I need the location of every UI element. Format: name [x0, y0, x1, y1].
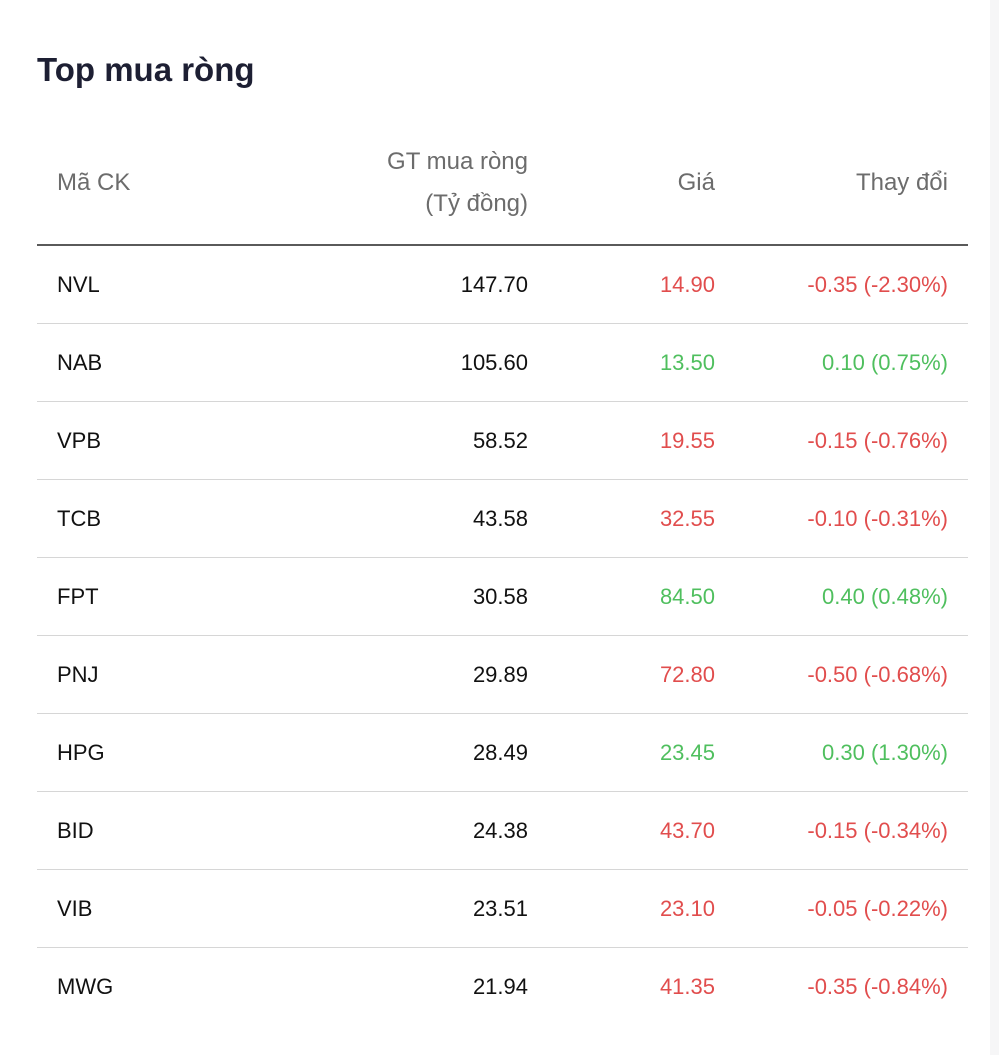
price: 14.90 [659, 272, 715, 297]
table-header: Mã CK GT mua ròng (Tỷ đồng) Giá Thay đổi [37, 120, 968, 246]
price-change: -0.15 (-0.76%) [807, 428, 948, 453]
table-row[interactable]: TCB 43.58 32.55 -0.10 (-0.31%) [37, 480, 968, 558]
price-change: -0.15 (-0.34%) [807, 818, 948, 843]
stock-code[interactable]: FPT [57, 584, 99, 609]
price-change: 0.10 (0.75%) [822, 350, 948, 375]
table-row[interactable]: VPB 58.52 19.55 -0.15 (-0.76%) [37, 402, 968, 480]
price-change: -0.35 (-0.84%) [807, 974, 948, 999]
price: 41.35 [659, 974, 715, 999]
net-buy-value: 105.60 [460, 350, 528, 375]
net-buy-value: 28.49 [472, 740, 528, 765]
price-change: -0.50 (-0.68%) [807, 662, 948, 687]
price: 23.45 [659, 740, 715, 765]
price-change: 0.30 (1.30%) [822, 740, 948, 765]
net-buy-value: 23.51 [472, 896, 528, 921]
net-buy-value: 58.52 [472, 428, 528, 453]
column-header-net-value: GT mua ròng (Tỷ đồng) [387, 141, 528, 225]
stock-code[interactable]: NAB [57, 350, 103, 375]
stock-code[interactable]: PNJ [57, 662, 99, 687]
price: 23.10 [659, 896, 715, 921]
stock-code[interactable]: MWG [57, 974, 114, 999]
table-row[interactable]: VIB 23.51 23.10 -0.05 (-0.22%) [37, 870, 968, 948]
column-header-net-value-line2: (Tỷ đồng) [425, 190, 528, 217]
column-header-code: Mã CK [57, 169, 131, 196]
table-row[interactable]: HPG 28.49 23.45 0.30 (1.30%) [37, 714, 968, 792]
price: 19.55 [659, 428, 715, 453]
column-header-net-value-line1: GT mua ròng [387, 148, 528, 175]
page-title: Top mua ròng [37, 51, 255, 88]
net-buy-value: 30.58 [472, 584, 528, 609]
stock-code[interactable]: BID [57, 818, 94, 843]
table-row[interactable]: NAB 105.60 13.50 0.10 (0.75%) [37, 324, 968, 402]
table-row[interactable]: MWG 21.94 41.35 -0.35 (-0.84%) [37, 948, 968, 1026]
table-row[interactable]: NVL 147.70 14.90 -0.35 (-2.30%) [37, 246, 968, 324]
stock-code[interactable]: VIB [57, 896, 93, 921]
price-change: -0.35 (-2.30%) [807, 272, 948, 297]
net-buy-value: 43.58 [472, 506, 528, 531]
net-buy-value: 21.94 [472, 974, 528, 999]
price: 84.50 [659, 584, 715, 609]
column-header-change: Thay đổi [855, 169, 948, 196]
price-change: -0.10 (-0.31%) [807, 506, 948, 531]
stock-code[interactable]: TCB [57, 506, 101, 531]
table-row[interactable]: BID 24.38 43.70 -0.15 (-0.34%) [37, 792, 968, 870]
stock-code[interactable]: HPG [57, 740, 105, 765]
price: 72.80 [659, 662, 715, 687]
price-change: -0.05 (-0.22%) [807, 896, 948, 921]
table-row[interactable]: PNJ 29.89 72.80 -0.50 (-0.68%) [37, 636, 968, 714]
net-buy-value: 24.38 [472, 818, 528, 843]
net-buy-value: 147.70 [460, 272, 528, 297]
stock-code[interactable]: NVL [57, 272, 100, 297]
price-change: 0.40 (0.48%) [822, 584, 948, 609]
stock-code[interactable]: VPB [57, 428, 102, 453]
scrollbar-track[interactable] [990, 0, 999, 1055]
price: 32.55 [659, 506, 715, 531]
table-row[interactable]: FPT 30.58 84.50 0.40 (0.48%) [37, 558, 968, 636]
column-header-price: Giá [677, 169, 715, 196]
table-body: NVL 147.70 14.90 -0.35 (-2.30%) NAB 105.… [37, 246, 968, 1026]
price: 43.70 [659, 818, 715, 843]
price: 13.50 [659, 350, 715, 375]
net-buy-value: 29.89 [472, 662, 528, 687]
net-buy-table: Mã CK GT mua ròng (Tỷ đồng) Giá Thay đổi… [37, 120, 968, 1026]
